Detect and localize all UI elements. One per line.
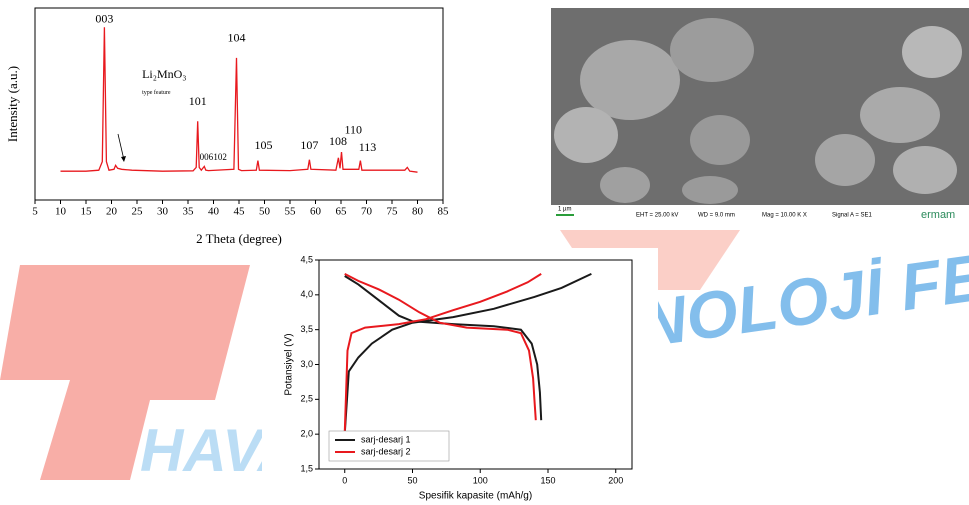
x-tick-label: 0 [342, 475, 347, 485]
particle [815, 134, 875, 186]
particle [600, 167, 650, 203]
x-axis-label: Spesifik kapasite (mAh/g) [419, 491, 532, 502]
y-tick-label: 4,5 [300, 254, 313, 264]
sem-image: 1 µm EHT = 25.00 kV WD = 9.0 mm Mag = 10… [551, 8, 969, 225]
y-tick-label: 4,0 [300, 289, 313, 299]
particle [554, 107, 618, 163]
x-tick-label: 10 [55, 206, 67, 218]
particle [860, 87, 940, 143]
annotation: type feature [142, 89, 171, 96]
x-tick-label: 200 [608, 475, 623, 485]
annotation: 003 [95, 11, 113, 25]
scale-label: 1 µm [558, 207, 571, 213]
particle [682, 176, 738, 204]
annotation: 102 [213, 152, 227, 162]
particle [893, 146, 957, 194]
x-tick-label: 100 [473, 475, 488, 485]
x-tick-label: 35 [183, 206, 195, 218]
x-tick-label: 25 [132, 206, 144, 218]
x-tick-label: 75 [387, 206, 399, 218]
annotation: 101 [189, 94, 207, 108]
y-tick-label: 3,0 [300, 359, 313, 369]
y-tick-label: 2,0 [300, 429, 313, 439]
x-tick-label: 20 [106, 206, 118, 218]
x-tick-label: 15 [81, 206, 93, 218]
particle [690, 115, 750, 165]
x-tick-label: 50 [407, 475, 417, 485]
x-tick-label: 80 [412, 206, 424, 218]
x-axis-label: 2 Theta (degree) [196, 231, 282, 246]
annotation: 105 [254, 138, 272, 152]
annotation: 006 [200, 152, 214, 162]
y-tick-label: 3,5 [300, 324, 313, 334]
sem-info: Mag = 10.00 K X [762, 213, 807, 219]
x-tick-label: 45 [234, 206, 246, 218]
sem-info: WD = 9.0 mm [698, 213, 735, 219]
sem-info: Signal A = SE1 [832, 213, 873, 219]
chart-panel [262, 248, 658, 505]
annotation: 104 [227, 30, 245, 44]
x-tick-label: 30 [157, 206, 169, 218]
y-axis-label: Potansiyel (V) [284, 333, 295, 395]
particle [902, 26, 962, 78]
legend-label: sarj-desarj 1 [361, 434, 411, 444]
y-axis-label: Intensity (a.u.) [5, 66, 20, 142]
x-tick-label: 60 [310, 206, 322, 218]
x-tick-label: 55 [285, 206, 297, 218]
annotation-arrow [118, 134, 124, 160]
x-tick-label: 50 [259, 206, 271, 218]
annotation: 107 [300, 138, 318, 152]
particle [580, 40, 680, 120]
x-tick-label: 70 [361, 206, 373, 218]
y-tick-label: 2,5 [300, 394, 313, 404]
particle [670, 18, 754, 82]
legend-label: sarj-desarj 2 [361, 446, 411, 456]
logo: ermam [921, 209, 955, 221]
x-tick-label: 5 [32, 206, 38, 218]
x-tick-label: 65 [336, 206, 348, 218]
sem-info-bar [551, 205, 969, 225]
x-tick-label: 40 [208, 206, 220, 218]
y-tick-label: 1,5 [300, 463, 313, 473]
arrow-head [121, 156, 126, 162]
x-tick-label: 150 [540, 475, 555, 485]
x-tick-label: 85 [438, 206, 450, 218]
sem-info: EHT = 25.00 kV [636, 213, 678, 219]
annotation: Li₂MnO₃ [142, 67, 186, 81]
annotation: 113 [359, 140, 377, 154]
annotation: 110 [344, 123, 362, 137]
page: NOLOJİ FESTİVAL HAVA 1 µm EHT = 25.00 kV… [0, 0, 969, 505]
